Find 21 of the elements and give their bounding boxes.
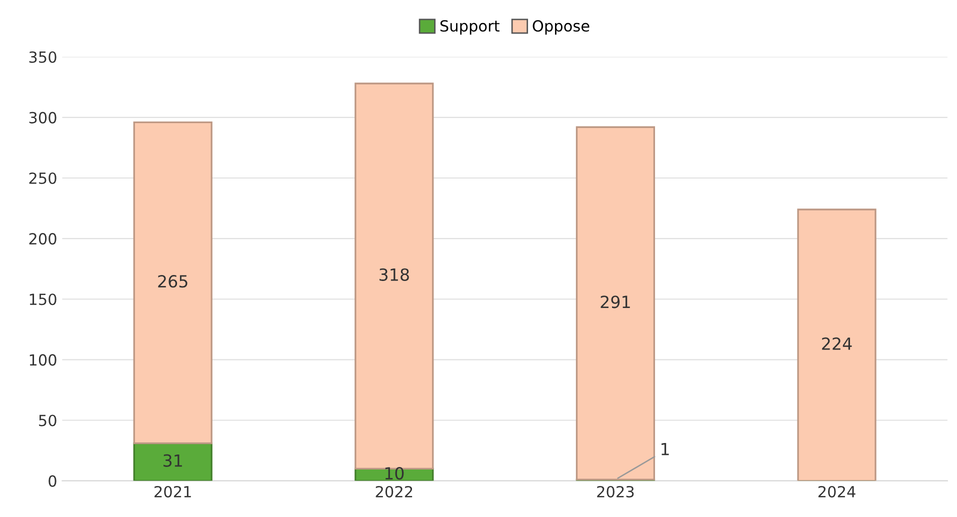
y-tick-label: 150	[30, 294, 56, 306]
y-tick-label: 350	[29, 51, 56, 63]
data-label: 10	[385, 466, 404, 480]
x-tick-label: 2022	[376, 486, 412, 498]
data-label: 265	[158, 275, 188, 288]
data-label: 31	[164, 454, 182, 467]
y-tick-label: 0	[48, 475, 56, 487]
data-label: 1	[662, 442, 669, 456]
y-tick-label: 200	[29, 233, 56, 245]
y-tick-label: 100	[30, 354, 56, 366]
y-tick-label: 50	[39, 414, 56, 426]
data-label: 318	[380, 268, 409, 281]
x-tick-label: 2021	[154, 486, 191, 498]
data-label: 224	[822, 337, 852, 350]
data-label: 291	[600, 296, 630, 308]
y-tick-label: 250	[29, 172, 56, 184]
x-tick-label: 2024	[818, 486, 856, 498]
x-tick-label: 2023	[597, 486, 634, 498]
y-tick-label: 300	[29, 112, 56, 124]
legend-label: Support	[440, 20, 500, 35]
legend-label: Oppose	[532, 20, 590, 35]
